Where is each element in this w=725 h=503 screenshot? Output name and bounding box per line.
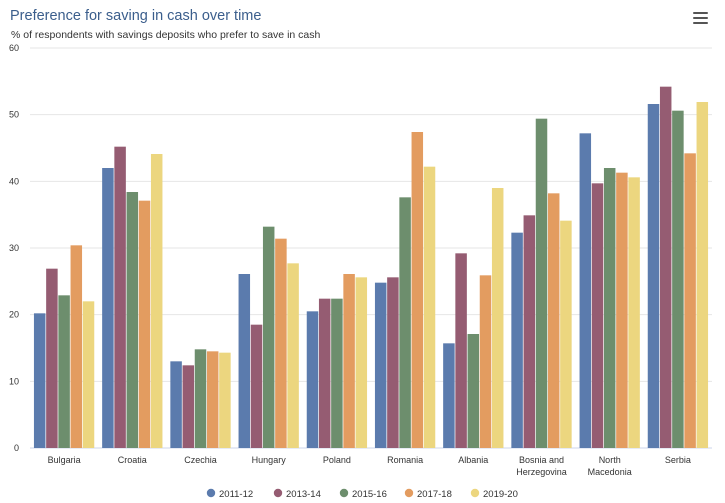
y-tick-label: 0 [14, 443, 19, 453]
bar-2015-16 [126, 192, 139, 448]
bar-2013-14 [182, 365, 195, 448]
bar-2013-14 [455, 253, 467, 448]
bar-2019-20 [696, 102, 709, 448]
bar-2017-18 [138, 200, 151, 448]
bar-2013-14 [46, 268, 58, 448]
bar-2013-14 [523, 215, 536, 448]
bar-2019-20 [355, 277, 368, 448]
x-tick-label: Croatia [118, 455, 147, 465]
x-tick-label: Poland [323, 455, 351, 465]
legend-marker [339, 488, 349, 498]
bar-2017-18 [411, 132, 424, 448]
bar-2013-14 [591, 183, 604, 448]
legend-label: 2013-14 [286, 489, 321, 500]
bar-2011-12 [170, 361, 182, 448]
bar-2011-12 [579, 133, 592, 448]
bar-2011-12 [306, 311, 319, 448]
bar-2011-12 [238, 274, 251, 448]
legend-label: 2017-18 [417, 489, 452, 500]
bar-2015-16 [399, 197, 411, 448]
bar-2019-20 [560, 220, 572, 448]
bar-2019-20 [423, 166, 436, 449]
y-tick-label: 30 [9, 243, 19, 253]
x-tick-label: Hungary [252, 455, 287, 465]
x-tick-label: Bosnia and [519, 455, 564, 465]
chart-subtitle: % of respondents with savings deposits w… [11, 29, 321, 41]
bar-2011-12 [102, 168, 114, 448]
x-tick-label: North [599, 455, 621, 465]
bar-2017-18 [275, 238, 287, 448]
bar-2015-16 [331, 298, 343, 448]
legend-marker [273, 488, 283, 498]
x-tick-label: Czechia [184, 455, 217, 465]
bar-2015-16 [603, 168, 616, 448]
bar-2015-16 [194, 349, 207, 448]
menu-line [693, 17, 708, 19]
bar-2019-20 [150, 154, 163, 448]
x-tick-label: Albania [458, 455, 488, 465]
legend-label: 2015-16 [352, 489, 387, 500]
y-tick-label: 40 [9, 176, 19, 186]
y-tick-label: 60 [9, 43, 19, 53]
bar-2015-16 [467, 334, 480, 448]
bar-2017-18 [206, 351, 219, 448]
bar-2013-14 [250, 324, 263, 448]
bar-2019-20 [219, 352, 231, 448]
bar-2017-18 [547, 193, 560, 448]
bar-2019-20 [491, 188, 504, 448]
bar-2017-18 [616, 172, 628, 449]
y-tick-label: 50 [9, 110, 19, 120]
bar-2017-18 [684, 153, 696, 448]
x-tick-label: Romania [387, 455, 423, 465]
legend-marker [206, 488, 216, 498]
x-tick-label: Bulgaria [48, 455, 81, 465]
bar-2017-18 [70, 245, 83, 448]
bar-2015-16 [58, 295, 70, 448]
bar-2011-12 [33, 313, 46, 448]
x-tick-label: Serbia [665, 455, 691, 465]
bar-2017-18 [479, 275, 492, 448]
bar-2013-14 [659, 86, 672, 449]
bar-2013-14 [318, 298, 331, 448]
legend-label: 2019-20 [483, 489, 518, 500]
chart-title: Preference for saving in cash over time [10, 8, 262, 24]
bar-2019-20 [82, 301, 95, 448]
y-tick-label: 10 [9, 376, 19, 386]
menu-line [693, 12, 708, 14]
legend-marker [404, 488, 414, 498]
menu-line [693, 22, 708, 24]
legend-label: 2011-12 [219, 489, 253, 500]
bar-2011-12 [443, 343, 455, 448]
bar-2011-12 [647, 104, 660, 448]
x-tick-label: Macedonia [588, 467, 632, 477]
x-tick-label: Herzegovina [516, 467, 567, 477]
y-tick-label: 20 [9, 310, 19, 320]
bar-2015-16 [672, 110, 684, 449]
bar-2017-18 [343, 274, 355, 448]
legend-marker [470, 488, 480, 498]
bar-2011-12 [511, 232, 523, 448]
bar-2013-14 [114, 146, 126, 449]
bar-2015-16 [262, 226, 275, 448]
bar-2013-14 [387, 277, 399, 448]
hamburger-menu-icon[interactable] [693, 12, 708, 25]
bar-2019-20 [628, 177, 640, 448]
bar-2015-16 [535, 118, 548, 449]
bar-2019-20 [287, 263, 299, 448]
bar-2011-12 [374, 282, 387, 448]
